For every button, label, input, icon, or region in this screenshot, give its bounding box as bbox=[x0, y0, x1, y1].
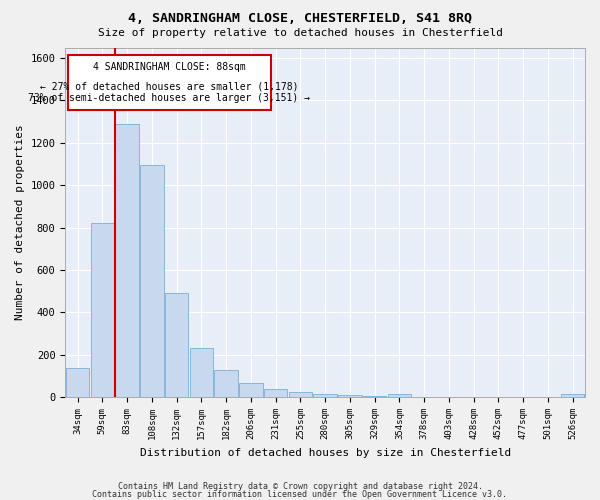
Bar bbox=[437, 396, 461, 397]
Y-axis label: Number of detached properties: Number of detached properties bbox=[15, 124, 25, 320]
Bar bbox=[165, 294, 188, 397]
X-axis label: Distribution of detached houses by size in Chesterfield: Distribution of detached houses by size … bbox=[140, 448, 511, 458]
Bar bbox=[66, 368, 89, 397]
Bar bbox=[561, 394, 584, 397]
Bar bbox=[115, 124, 139, 397]
Text: Contains HM Land Registry data © Crown copyright and database right 2024.: Contains HM Land Registry data © Crown c… bbox=[118, 482, 482, 491]
Bar bbox=[412, 396, 436, 397]
Text: Size of property relative to detached houses in Chesterfield: Size of property relative to detached ho… bbox=[97, 28, 503, 38]
Bar bbox=[511, 396, 535, 397]
FancyBboxPatch shape bbox=[68, 55, 271, 110]
Bar bbox=[91, 224, 114, 397]
Bar bbox=[140, 165, 164, 397]
Bar bbox=[264, 389, 287, 397]
Bar bbox=[388, 394, 411, 397]
Bar bbox=[214, 370, 238, 397]
Bar bbox=[338, 395, 362, 397]
Text: 4 SANDRINGHAM CLOSE: 88sqm: 4 SANDRINGHAM CLOSE: 88sqm bbox=[93, 62, 245, 72]
Bar bbox=[190, 348, 213, 397]
Text: ← 27% of detached houses are smaller (1,178): ← 27% of detached houses are smaller (1,… bbox=[40, 82, 298, 92]
Bar bbox=[239, 384, 263, 397]
Text: 73% of semi-detached houses are larger (3,151) →: 73% of semi-detached houses are larger (… bbox=[28, 94, 310, 104]
Text: Contains public sector information licensed under the Open Government Licence v3: Contains public sector information licen… bbox=[92, 490, 508, 499]
Bar bbox=[313, 394, 337, 397]
Text: 4, SANDRINGHAM CLOSE, CHESTERFIELD, S41 8RQ: 4, SANDRINGHAM CLOSE, CHESTERFIELD, S41 … bbox=[128, 12, 472, 26]
Bar bbox=[363, 396, 386, 397]
Bar bbox=[289, 392, 312, 397]
